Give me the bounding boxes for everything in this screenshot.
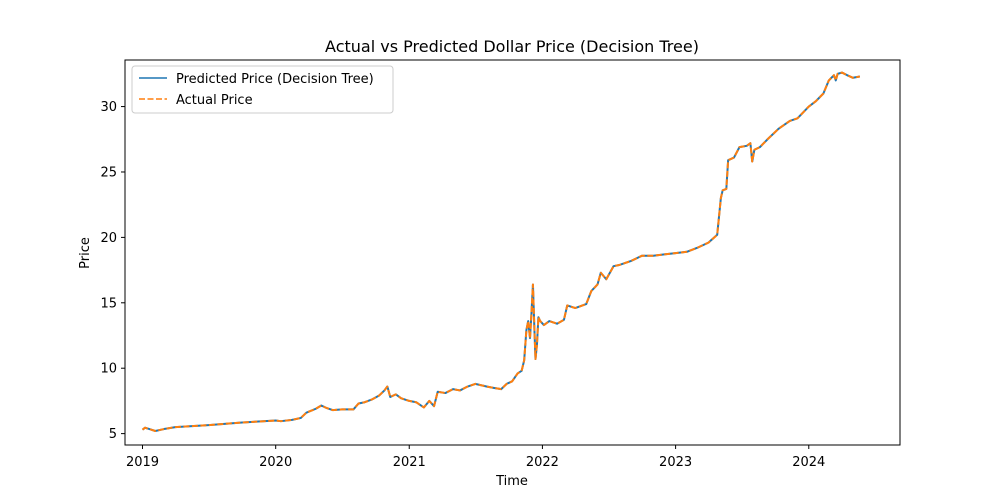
x-tick-label: 2022 [526, 455, 559, 470]
y-axis-label: Price [78, 237, 93, 269]
chart-title: Actual vs Predicted Dollar Price (Decisi… [325, 37, 699, 56]
x-axis-label: Time [495, 474, 528, 489]
x-tick-label: 2020 [259, 455, 292, 470]
y-tick-label: 25 [100, 165, 117, 180]
x-tick-label: 2023 [659, 455, 692, 470]
x-tick-label: 2021 [393, 455, 426, 470]
y-axis: 5 10 15 20 25 30 [100, 100, 125, 442]
plot-area [125, 60, 900, 445]
legend-box [131, 65, 394, 114]
x-axis: 2019 2020 2021 2022 2023 2024 [126, 445, 825, 470]
y-tick-label: 30 [100, 100, 117, 115]
x-tick-label: 2019 [126, 455, 159, 470]
x-tick-label: 2024 [792, 455, 825, 470]
series-layer [141, 71, 861, 432]
y-tick-label: 10 [100, 362, 117, 377]
legend: Predicted Price (Decision Tree) Actual P… [131, 65, 394, 114]
y-tick-label: 15 [100, 296, 117, 311]
legend-label-actual: Actual Price [176, 93, 253, 108]
series-line-actual [141, 71, 861, 432]
plot-frame [124, 59, 901, 446]
y-tick-label: 20 [100, 231, 117, 246]
y-tick-label: 5 [109, 427, 117, 442]
legend-label-predicted: Predicted Price (Decision Tree) [176, 72, 374, 87]
